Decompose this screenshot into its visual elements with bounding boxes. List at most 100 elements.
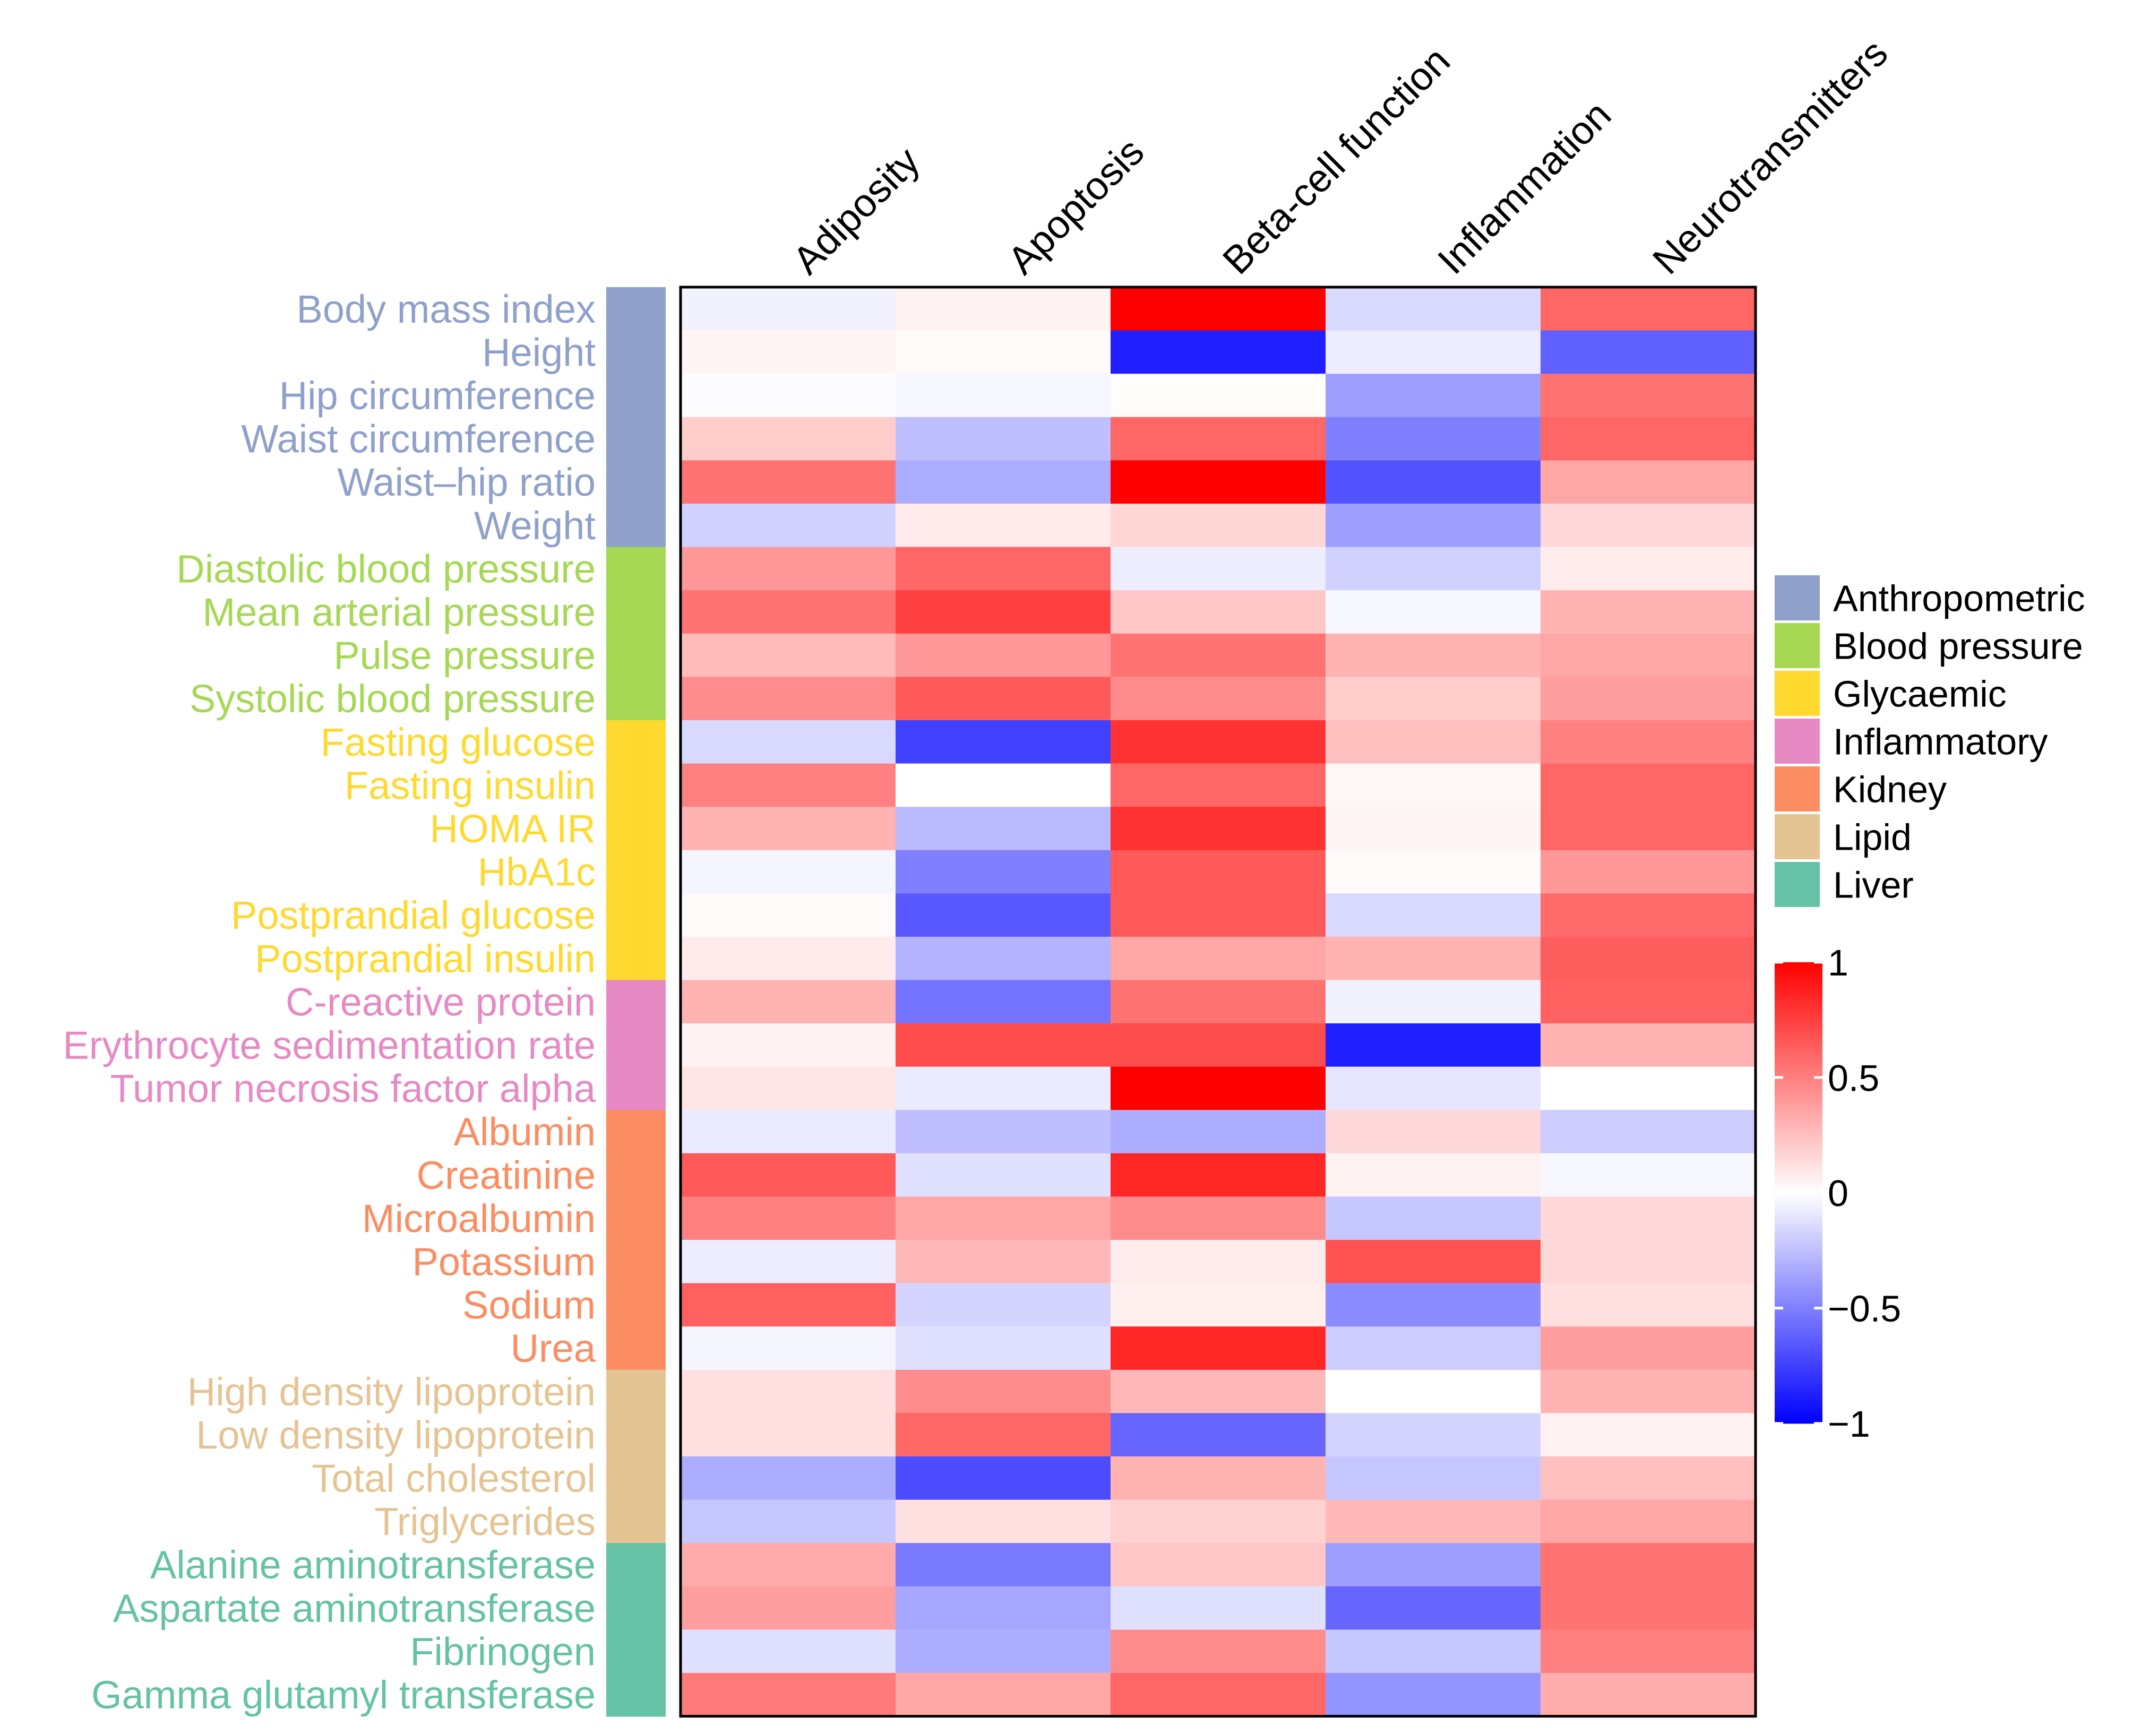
colorbar-gradient-step — [1775, 1186, 1822, 1189]
colorbar-tick-label: 1 — [1828, 942, 1848, 983]
colorbar-gradient-step — [1775, 1407, 1822, 1410]
colorbar-gradient-step — [1775, 1103, 1822, 1105]
colorbar-gradient-step — [1775, 1338, 1822, 1341]
group-bar-segment-fasting-insulin — [606, 763, 666, 807]
colorbar-gradient-step — [1775, 1020, 1822, 1023]
colorbar-gradient-step — [1775, 1110, 1822, 1113]
cell-waist-hip-ratio-inflammation — [1326, 460, 1541, 504]
cell-tumor-necrosis-factor-alpha-neurotransmitters — [1541, 1066, 1756, 1111]
cell-total-cholesterol-apoptosis — [896, 1456, 1111, 1500]
cell-microalbumin-inflammation — [1326, 1196, 1541, 1240]
colorbar-gradient-step — [1775, 1230, 1822, 1232]
cell-hip-circumference-beta-cell-function — [1111, 374, 1326, 418]
cell-weight-inflammation — [1326, 504, 1541, 548]
cell-tumor-necrosis-factor-alpha-beta-cell-function — [1111, 1066, 1326, 1111]
cell-erythrocyte-sedimentation-rate-beta-cell-function — [1111, 1023, 1326, 1067]
column-label-neurotransmitters: Neurotransmitters — [1644, 31, 1896, 283]
colorbar-gradient-step — [1775, 1142, 1822, 1145]
row-label-tumor-necrosis-factor-alpha: Tumor necrosis factor alpha — [110, 1067, 596, 1111]
legend-label-kidney: Kidney — [1833, 769, 1947, 810]
colorbar-gradient-step — [1775, 1278, 1822, 1281]
cell-potassium-apoptosis — [896, 1240, 1111, 1284]
cell-fasting-insulin-beta-cell-function — [1111, 763, 1326, 807]
legend-label-inflammatory: Inflammatory — [1833, 721, 2048, 763]
row-label-postprandial-insulin: Postprandial insulin — [255, 937, 596, 981]
colorbar-gradient-step — [1775, 1031, 1822, 1034]
colorbar-gradient-step — [1775, 1130, 1822, 1134]
cell-potassium-beta-cell-function — [1111, 1240, 1326, 1284]
group-bar-segment-high-density-lipoprotein — [606, 1370, 666, 1414]
legend-swatch-liver — [1775, 862, 1820, 907]
cell-pulse-pressure-inflammation — [1326, 633, 1541, 678]
cell-pulse-pressure-adiposity — [681, 633, 896, 678]
cell-triglycerides-apoptosis — [896, 1499, 1111, 1544]
row-label-fibrinogen: Fibrinogen — [410, 1629, 596, 1673]
cell-systolic-blood-pressure-apoptosis — [896, 677, 1111, 721]
cell-high-density-lipoprotein-neurotransmitters — [1541, 1370, 1756, 1414]
colorbar-gradient-step — [1775, 966, 1822, 970]
cell-erythrocyte-sedimentation-rate-apoptosis — [896, 1023, 1111, 1067]
row-label-albumin: Albumin — [454, 1110, 596, 1154]
cell-tumor-necrosis-factor-alpha-inflammation — [1326, 1066, 1541, 1111]
cell-aspartate-aminotransferase-beta-cell-function — [1111, 1586, 1326, 1630]
colorbar-gradient-step — [1775, 1052, 1822, 1055]
colorbar-gradient-step — [1775, 1271, 1822, 1274]
colorbar-gradient-step — [1775, 1379, 1822, 1383]
colorbar-gradient-step — [1775, 1225, 1822, 1228]
row-label-systolic-blood-pressure: Systolic blood pressure — [190, 677, 596, 721]
cell-albumin-inflammation — [1326, 1110, 1541, 1154]
colorbar-gradient-step — [1775, 990, 1822, 993]
colorbar-gradient-step — [1775, 1148, 1822, 1152]
cell-hba1c-apoptosis — [896, 850, 1111, 894]
colorbar-gradient-step — [1775, 1246, 1822, 1249]
colorbar-gradient-step — [1775, 1303, 1822, 1306]
colorbar-gradient-step — [1775, 1333, 1822, 1336]
colorbar-gradient-step — [1775, 1098, 1822, 1101]
cell-alanine-aminotransferase-beta-cell-function — [1111, 1543, 1326, 1587]
cell-total-cholesterol-inflammation — [1326, 1456, 1541, 1500]
colorbar-gradient-step — [1775, 1036, 1822, 1039]
cell-low-density-lipoprotein-beta-cell-function — [1111, 1413, 1326, 1457]
cell-tumor-necrosis-factor-alpha-adiposity — [681, 1066, 896, 1111]
colorbar-gradient-step — [1775, 1172, 1822, 1175]
cell-alanine-aminotransferase-inflammation — [1326, 1543, 1541, 1587]
colorbar-gradient-step — [1775, 1268, 1822, 1272]
colorbar-gradient-step — [1775, 1213, 1822, 1216]
colorbar-gradient-step — [1775, 1124, 1822, 1127]
group-bar-segment-potassium — [606, 1240, 666, 1284]
cell-potassium-neurotransmitters — [1541, 1240, 1756, 1284]
cell-urea-adiposity — [681, 1326, 896, 1370]
cell-urea-neurotransmitters — [1541, 1326, 1756, 1370]
legend-label-anthropometric: Anthropometric — [1833, 578, 2085, 619]
colorbar-gradient-step — [1775, 1179, 1822, 1182]
cell-diastolic-blood-pressure-beta-cell-function — [1111, 547, 1326, 591]
colorbar-gradient-step — [1775, 1119, 1822, 1122]
colorbar-gradient-step — [1775, 1255, 1822, 1258]
legend-swatch-lipid — [1775, 814, 1820, 859]
group-bar-segment-c-reactive-protein — [606, 980, 666, 1024]
cell-low-density-lipoprotein-neurotransmitters — [1541, 1413, 1756, 1457]
colorbar-gradient-step — [1775, 1237, 1822, 1239]
row-label-c-reactive-protein: C-reactive protein — [286, 980, 596, 1024]
cell-triglycerides-adiposity — [681, 1499, 896, 1544]
colorbar-gradient-step — [1775, 1208, 1822, 1212]
row-label-postprandial-glucose: Postprandial glucose — [231, 893, 596, 937]
colorbar-gradient-step — [1775, 1001, 1822, 1004]
group-bar-segment-aspartate-aminotransferase — [606, 1586, 666, 1630]
colorbar-gradient-step — [1775, 1352, 1822, 1355]
group-bar-segment-systolic-blood-pressure — [606, 677, 666, 721]
colorbar-gradient-step — [1775, 1222, 1822, 1225]
cell-waist-hip-ratio-apoptosis — [896, 460, 1111, 504]
cell-postprandial-glucose-beta-cell-function — [1111, 893, 1326, 937]
colorbar-gradient-step — [1775, 1366, 1822, 1369]
colorbar-gradient-step — [1775, 1356, 1822, 1359]
colorbar-gradient-step — [1775, 1363, 1822, 1366]
cell-waist-hip-ratio-beta-cell-function — [1111, 460, 1326, 504]
colorbar-gradient-step — [1775, 1170, 1822, 1172]
legend-label-liver: Liver — [1833, 865, 1914, 906]
legend-swatch-blood-pressure — [1775, 623, 1820, 668]
cell-total-cholesterol-neurotransmitters — [1541, 1456, 1756, 1500]
colorbar-gradient-step — [1775, 985, 1822, 988]
cell-fasting-insulin-neurotransmitters — [1541, 763, 1756, 807]
cell-fasting-insulin-apoptosis — [896, 763, 1111, 807]
